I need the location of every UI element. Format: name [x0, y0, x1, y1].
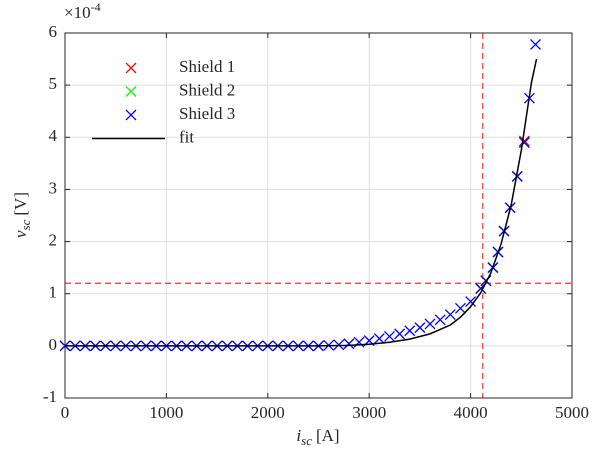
x-axis-label: isc [A]	[296, 426, 339, 448]
x-tick-label: 2000	[251, 403, 285, 422]
y-tick-label: 6	[49, 22, 58, 41]
y-tick-label: 0	[49, 335, 58, 354]
y-label-sub: sc	[18, 219, 33, 230]
data-point	[424, 318, 436, 330]
y-tick-label: 2	[49, 230, 58, 249]
x-label-var: i	[296, 426, 301, 445]
x-tick-label: 3000	[352, 403, 386, 422]
legend-marker	[125, 62, 137, 74]
x-tick-label: 5000	[555, 403, 589, 422]
data-point	[414, 322, 426, 334]
data-point	[465, 296, 477, 307]
legend-label: fit	[179, 127, 194, 146]
data-point	[384, 331, 395, 342]
data-point	[530, 39, 541, 50]
data-point	[434, 314, 446, 326]
y-tick-label: -1	[43, 387, 57, 406]
data-point	[455, 302, 466, 314]
multiplier-exponent: -4	[91, 0, 101, 14]
y-tick-label: 3	[49, 178, 58, 197]
data-point	[518, 137, 530, 148]
data-point	[394, 328, 406, 340]
data-point	[511, 170, 523, 182]
x-label-sub: sc	[301, 433, 312, 448]
data-point	[404, 325, 416, 337]
y-label-var: v	[11, 230, 30, 238]
fit-line	[65, 58, 538, 347]
x-label-unit: [A]	[316, 426, 340, 445]
legend-label: Shield 2	[179, 80, 235, 99]
plot-background	[65, 33, 572, 398]
y-axis-label: vsc [V]	[11, 192, 33, 238]
multiplier: ×10-4	[64, 0, 101, 22]
y-label-unit: [V]	[11, 192, 30, 216]
legend-label: Shield 1	[179, 57, 235, 76]
plot-frame	[64, 32, 573, 399]
data-point	[518, 135, 530, 147]
legend-marker	[125, 86, 137, 97]
y-tick-label: 1	[49, 283, 58, 302]
x-tick-label: 4000	[454, 403, 488, 422]
x-tick-label: 1000	[149, 403, 183, 422]
y-tick-label: 5	[49, 74, 58, 93]
data-point	[343, 338, 355, 350]
legend-label: Shield 3	[179, 104, 235, 123]
multiplier-base: ×10	[64, 3, 91, 22]
data-point	[444, 309, 456, 321]
y-tick-label: 4	[49, 126, 58, 145]
data-point	[373, 333, 385, 345]
legend-marker	[125, 109, 137, 121]
x-tick-label: 0	[61, 403, 70, 422]
